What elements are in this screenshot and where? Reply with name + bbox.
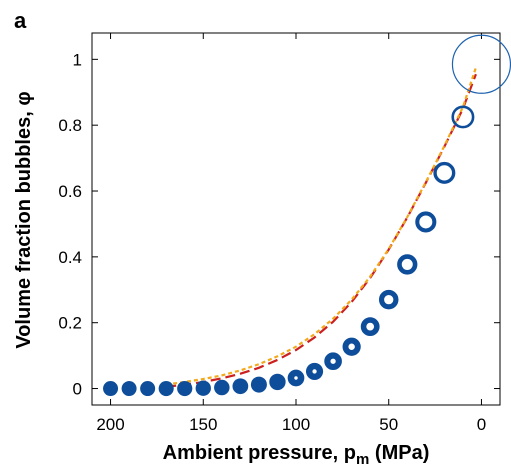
data-point bbox=[177, 380, 193, 397]
y-axis-ticks: 0 0.2 0.4 0.6 0.8 1 bbox=[58, 50, 500, 399]
model-curves bbox=[166, 67, 477, 388]
data-point bbox=[397, 254, 418, 275]
data-point bbox=[342, 337, 361, 356]
data-point bbox=[360, 317, 380, 337]
y-tick-label: 0.2 bbox=[58, 314, 82, 333]
data-point bbox=[324, 352, 342, 371]
data-point bbox=[415, 211, 437, 233]
data-point bbox=[378, 289, 399, 310]
data-point bbox=[158, 380, 174, 397]
x-tick-label: 50 bbox=[379, 415, 398, 434]
data-point bbox=[140, 381, 156, 397]
y-tick-label: 0.6 bbox=[58, 182, 82, 201]
data-point bbox=[451, 34, 511, 94]
data-point bbox=[433, 161, 456, 184]
y-axis-title: Volume fraction bubbles, φ bbox=[13, 91, 35, 348]
x-tick-label: 150 bbox=[189, 415, 217, 434]
red-dashed-curve bbox=[166, 73, 477, 388]
data-point bbox=[287, 369, 305, 387]
data-point bbox=[451, 105, 475, 129]
data-markers bbox=[103, 34, 511, 397]
data-point bbox=[121, 381, 137, 397]
data-point bbox=[250, 376, 267, 393]
x-axis-title: Ambient pressure, pm (MPa) bbox=[163, 442, 430, 467]
data-point bbox=[195, 380, 211, 396]
data-point bbox=[305, 362, 324, 380]
x-tick-label: 200 bbox=[96, 415, 124, 434]
y-tick-label: 1 bbox=[73, 50, 82, 69]
panel-label: a bbox=[14, 8, 27, 33]
data-point bbox=[103, 381, 119, 397]
y-tick-label: 0.8 bbox=[58, 116, 82, 135]
x-tick-label: 0 bbox=[477, 415, 486, 434]
x-axis-ticks: 200 150 100 50 0 bbox=[96, 33, 486, 434]
x-tick-label: 100 bbox=[282, 415, 310, 434]
orange-dashed-curve bbox=[166, 67, 477, 386]
y-tick-label: 0.4 bbox=[58, 248, 82, 267]
data-point bbox=[214, 379, 230, 396]
data-point bbox=[269, 373, 286, 391]
y-tick-label: 0 bbox=[73, 380, 82, 399]
data-point bbox=[232, 378, 249, 395]
